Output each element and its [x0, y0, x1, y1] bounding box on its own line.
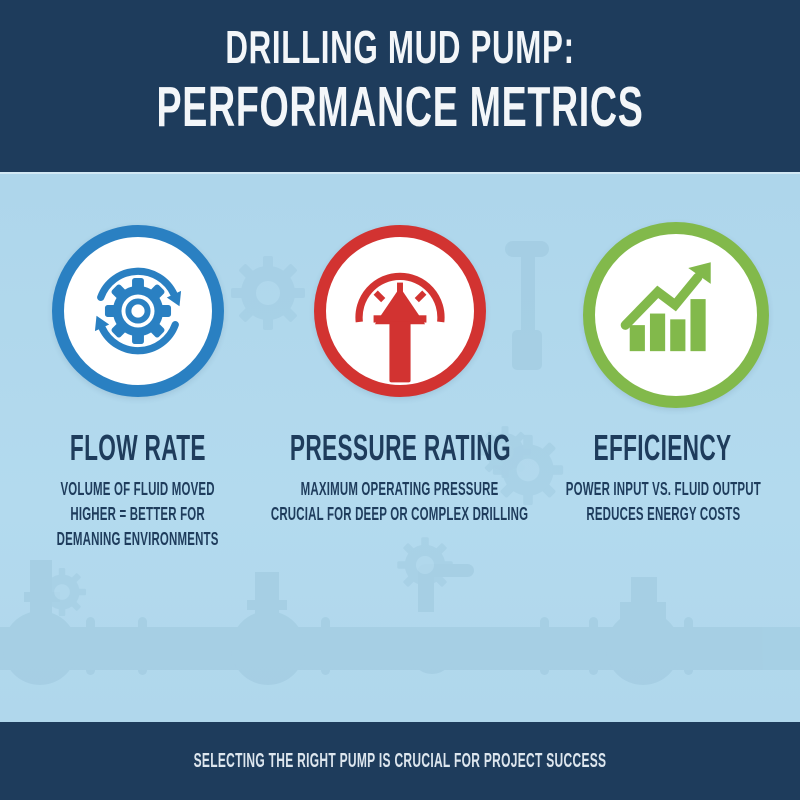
metric-title: EFFICIENCY — [594, 427, 732, 468]
efficiency-badge — [583, 222, 769, 408]
pressure-rating-badge — [314, 225, 486, 397]
gear-watermark-icon — [397, 537, 453, 593]
pipe-flange — [86, 617, 95, 675]
metric-title: FLOW RATE — [70, 427, 206, 468]
description-line: DEMANING ENVIRONMENTS — [57, 528, 219, 549]
flow-rate-badge — [52, 225, 224, 397]
pressure-gauge-icon — [355, 272, 445, 383]
metric-title: PRESSURE RATING — [289, 427, 511, 468]
valve-stem — [30, 560, 52, 616]
bar-chart-growth-icon — [620, 262, 711, 352]
pipe-flange — [138, 617, 147, 675]
pipe-flange — [540, 617, 549, 675]
metric-efficiency: EFFICIENCY POWER INPUT VS. FLUID OUTPUT … — [535, 172, 791, 526]
footer-band: SELECTING THE RIGHT PUMP IS CRUCIAL FOR … — [0, 722, 800, 800]
pipe-flange — [684, 617, 693, 675]
valve-body — [3, 611, 77, 685]
pipe-flange — [589, 617, 598, 675]
metric-description: MAXIMUM OPERATING PRESSURE CRUCIAL FOR D… — [192, 476, 607, 526]
page-title-line2: PERFORMANCE METRICS — [156, 75, 644, 139]
valve-bonnet — [620, 602, 666, 620]
valve-body — [606, 611, 680, 685]
valve-cap — [24, 592, 60, 602]
footer-tagline: SELECTING THE RIGHT PUMP IS CRUCIAL FOR … — [193, 749, 607, 772]
valve-body — [231, 611, 305, 685]
metric-description: VOLUME OF FLUID MOVED HIGHER = BETTER FO… — [7, 476, 268, 551]
valve-spout — [418, 564, 474, 577]
description-line: MAXIMUM OPERATING PRESSURE — [301, 478, 499, 499]
pipe-flange — [321, 617, 330, 675]
valve-stem — [255, 572, 279, 616]
valve-cap — [247, 600, 287, 610]
metric-pressure-rating: PRESSURE RATING MAXIMUM OPERATING PRESSU… — [245, 172, 555, 526]
description-line: VOLUME OF FLUID MOVED — [60, 478, 216, 499]
pipeline-watermark — [0, 627, 800, 670]
header-band: DRILLING MUD PUMP: PERFORMANCE METRICS — [0, 0, 800, 172]
page-title-line1: DRILLING MUD PUMP: — [225, 21, 575, 73]
metric-description: POWER INPUT VS. FLUID OUTPUT REDUCES ENE… — [506, 476, 800, 526]
metrics-section: FLOW RATE VOLUME OF FLUID MOVED HIGHER =… — [0, 172, 800, 722]
metric-flow-rate: FLOW RATE VOLUME OF FLUID MOVED HIGHER =… — [18, 172, 258, 551]
gear-watermark-icon — [43, 567, 87, 617]
description-line: CRUCIAL FOR DEEP OR COMPLEX DRILLING — [271, 503, 529, 524]
gear-cycle-icon — [94, 267, 182, 355]
valve-stem — [631, 577, 657, 617]
valve-body-small — [410, 630, 454, 674]
valve-spout — [418, 568, 434, 612]
description-line: POWER INPUT VS. FLUID OUTPUT — [565, 478, 761, 499]
description-line: HIGHER = BETTER FOR — [70, 503, 206, 524]
description-line: REDUCES ENERGY COSTS — [586, 503, 740, 524]
